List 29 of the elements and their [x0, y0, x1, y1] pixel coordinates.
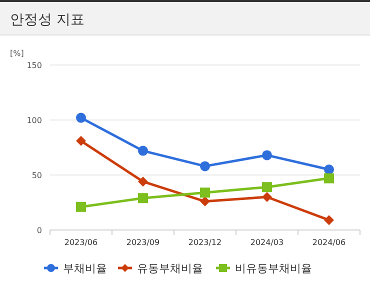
- chart-title: 안정성 지표: [10, 12, 84, 28]
- point: [138, 176, 148, 187]
- point: [76, 136, 86, 146]
- point: [200, 161, 210, 172]
- point: [324, 164, 334, 174]
- y-tick-label: 150: [26, 61, 42, 70]
- x-tick-label: 2024/06: [312, 238, 346, 247]
- x-tick-label: 2023/12: [188, 238, 222, 247]
- x-tick-label: 2023/09: [126, 238, 160, 247]
- legend-label: 부채비율: [63, 262, 107, 275]
- legend-label: 비유동부채비율: [235, 262, 312, 275]
- y-tick-label: 0: [36, 226, 42, 235]
- point: [262, 192, 272, 202]
- point: [262, 150, 272, 160]
- point: [138, 146, 148, 156]
- legend-label: 유동부채비율: [137, 262, 203, 275]
- point: [76, 202, 86, 212]
- point: [324, 173, 334, 184]
- x-tick-label: 2024/03: [250, 238, 284, 247]
- y-axis-title: [%]: [10, 49, 24, 58]
- point: [138, 193, 148, 204]
- point: [200, 196, 210, 206]
- point: [324, 215, 334, 226]
- y-tick-label: 50: [32, 171, 42, 180]
- x-tick-label: 2023/06: [64, 238, 98, 247]
- point: [262, 182, 272, 192]
- y-tick-label: 100: [26, 116, 42, 125]
- point: [76, 112, 86, 123]
- point: [200, 188, 210, 198]
